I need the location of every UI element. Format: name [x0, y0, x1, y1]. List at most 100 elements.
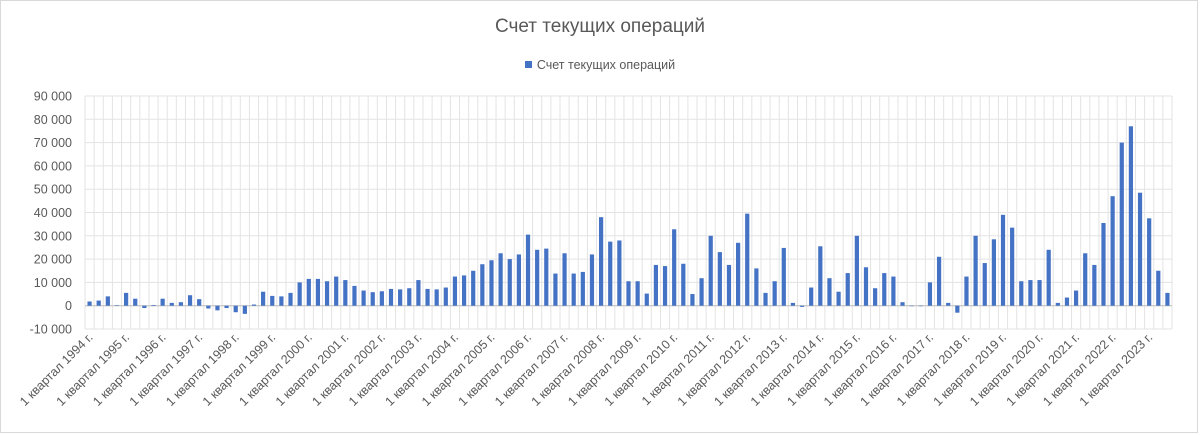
bar — [900, 302, 905, 306]
bar — [790, 302, 796, 306]
bar — [1165, 292, 1170, 306]
bar — [854, 235, 859, 306]
bar — [736, 242, 741, 306]
bar — [361, 290, 366, 306]
bar — [1037, 280, 1042, 306]
y-tick-label: 20 000 — [34, 253, 72, 267]
bar — [745, 213, 750, 306]
bar — [452, 276, 458, 306]
bar — [863, 267, 869, 306]
bar — [471, 270, 476, 306]
bar — [279, 296, 284, 306]
bar — [133, 298, 138, 306]
bar — [1046, 249, 1051, 306]
bar — [553, 273, 558, 306]
bar — [1064, 297, 1070, 306]
bar — [114, 305, 120, 306]
bar — [489, 260, 494, 306]
bar — [370, 292, 375, 306]
bar — [690, 294, 695, 306]
bar — [151, 305, 156, 306]
bar — [224, 305, 229, 309]
bar — [525, 234, 531, 306]
bar — [96, 300, 101, 306]
bar — [178, 302, 184, 306]
bar — [242, 305, 247, 314]
bar — [946, 302, 951, 306]
bar — [352, 285, 357, 306]
bar — [105, 296, 110, 306]
bar — [1119, 142, 1124, 306]
bar — [589, 254, 595, 306]
bar — [334, 276, 339, 306]
y-tick-label: 60 000 — [34, 159, 72, 173]
bar — [799, 305, 805, 307]
bar — [836, 291, 841, 306]
bar — [398, 289, 403, 306]
bar — [626, 281, 631, 306]
bar — [443, 287, 448, 306]
bar — [1000, 214, 1006, 306]
bar — [306, 278, 311, 306]
bar — [1156, 270, 1161, 306]
bar — [763, 292, 768, 306]
y-tick-label: 40 000 — [34, 206, 72, 220]
bar — [918, 305, 923, 307]
y-tick-label: 10 000 — [34, 276, 72, 290]
y-tick-label: 50 000 — [34, 183, 72, 197]
bar — [845, 273, 850, 306]
legend: Счет текущих операций — [0, 58, 1200, 72]
bar — [936, 256, 942, 306]
bar — [1101, 222, 1106, 306]
bar — [726, 264, 732, 306]
bar — [288, 292, 293, 306]
bar — [699, 278, 704, 306]
bar — [672, 229, 677, 306]
bar — [1055, 302, 1060, 306]
legend-label: Счет текущих операций — [536, 58, 676, 72]
bar — [891, 276, 896, 306]
bar — [206, 305, 211, 309]
bar — [1073, 290, 1079, 306]
bar — [1019, 281, 1024, 306]
bar — [708, 235, 713, 306]
bar — [407, 288, 412, 306]
bar — [169, 302, 174, 306]
bar — [425, 288, 430, 306]
bar — [955, 305, 960, 313]
bar — [653, 264, 659, 306]
bar — [544, 248, 549, 306]
bar — [416, 280, 421, 306]
bar — [964, 276, 969, 306]
bar — [516, 254, 521, 306]
bar — [160, 298, 165, 306]
bar — [882, 273, 887, 306]
bar — [1028, 280, 1033, 306]
bar — [261, 291, 266, 306]
bar — [124, 292, 129, 306]
bar — [142, 305, 147, 309]
bar — [434, 289, 439, 306]
bar — [873, 288, 878, 306]
bar — [717, 252, 722, 306]
bar — [772, 281, 777, 306]
bar — [1147, 218, 1152, 306]
y-tick-label: -10 000 — [30, 323, 72, 337]
bar — [87, 301, 92, 306]
bar — [233, 305, 238, 313]
bar — [809, 287, 814, 306]
bar — [608, 241, 613, 306]
y-tick-label: 70 000 — [34, 136, 72, 150]
bar — [388, 288, 394, 306]
bar — [617, 240, 622, 306]
bar — [1083, 253, 1088, 306]
bar — [1010, 227, 1015, 306]
bar — [1128, 126, 1133, 306]
bar — [379, 291, 384, 306]
bar — [507, 259, 512, 306]
bar — [461, 275, 467, 306]
bar — [251, 304, 257, 306]
y-tick-label: 80 000 — [34, 113, 72, 127]
bar — [187, 295, 193, 306]
